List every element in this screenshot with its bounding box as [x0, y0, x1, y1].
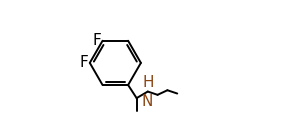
Text: N: N [141, 94, 153, 109]
Text: F: F [92, 33, 101, 48]
Text: H: H [142, 75, 154, 90]
Text: F: F [80, 55, 88, 70]
